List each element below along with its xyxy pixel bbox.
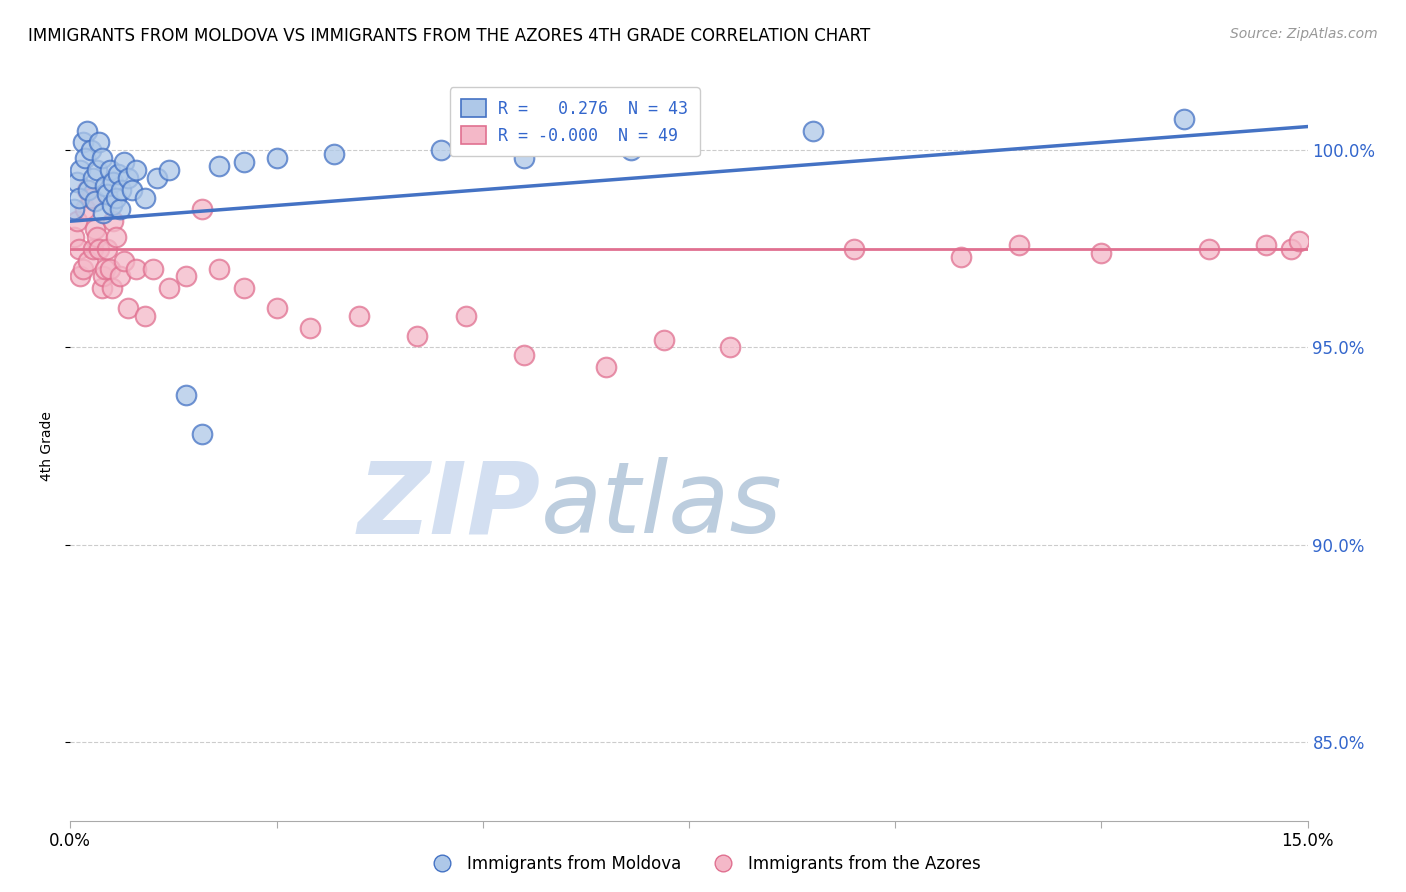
Point <box>595 360 617 375</box>
Point <box>950 250 973 264</box>
Point <box>98 163 121 178</box>
Point <box>82 170 104 185</box>
Point <box>430 143 453 157</box>
Point <box>107 167 129 181</box>
Point <box>89 242 111 256</box>
Point <box>134 190 156 204</box>
Point <box>77 183 100 197</box>
Point <box>69 163 91 178</box>
Point <box>718 340 741 354</box>
Point <box>69 269 91 284</box>
Point <box>96 242 118 256</box>
Point <box>110 183 132 197</box>
Point <box>98 261 121 276</box>
Point <box>104 190 127 204</box>
Point <box>82 242 104 256</box>
Point <box>146 170 169 185</box>
Point <box>125 261 148 276</box>
Point <box>1008 238 1031 252</box>
Point <box>232 281 254 295</box>
Text: atlas: atlas <box>540 458 782 555</box>
Point <box>323 147 346 161</box>
Point <box>112 155 135 169</box>
Point <box>75 151 97 165</box>
Point <box>75 202 97 217</box>
Point <box>63 230 86 244</box>
Point <box>405 328 427 343</box>
Point <box>456 309 478 323</box>
Point <box>208 261 231 276</box>
Point <box>91 206 114 220</box>
Point <box>513 348 536 362</box>
Point <box>80 190 103 204</box>
Point <box>63 202 86 217</box>
Point <box>1198 242 1220 256</box>
Point <box>191 427 214 442</box>
Text: Source: ZipAtlas.com: Source: ZipAtlas.com <box>1230 27 1378 41</box>
Point <box>801 123 824 137</box>
Point <box>84 194 107 209</box>
Legend: R =   0.276  N = 43, R = -0.000  N = 49: R = 0.276 N = 43, R = -0.000 N = 49 <box>450 87 700 156</box>
Point <box>620 143 643 157</box>
Point <box>72 136 94 150</box>
Point <box>1279 242 1302 256</box>
Point <box>91 269 114 284</box>
Point <box>157 281 180 295</box>
Point <box>94 178 117 193</box>
Point <box>298 320 321 334</box>
Text: IMMIGRANTS FROM MOLDOVA VS IMMIGRANTS FROM THE AZORES 4TH GRADE CORRELATION CHAR: IMMIGRANTS FROM MOLDOVA VS IMMIGRANTS FR… <box>28 27 870 45</box>
Point <box>208 159 231 173</box>
Legend: Immigrants from Moldova, Immigrants from the Azores: Immigrants from Moldova, Immigrants from… <box>419 848 987 880</box>
Point <box>678 136 700 150</box>
Point <box>67 242 90 256</box>
Point <box>112 253 135 268</box>
Point <box>157 163 180 178</box>
Point <box>142 261 165 276</box>
Point <box>1288 234 1310 248</box>
Point <box>842 242 865 256</box>
Point <box>232 155 254 169</box>
Point <box>121 183 143 197</box>
Point <box>103 175 125 189</box>
Point <box>84 222 107 236</box>
Point <box>96 186 118 201</box>
Point <box>652 333 675 347</box>
Point <box>67 190 90 204</box>
Point <box>76 183 98 197</box>
Point <box>86 163 108 178</box>
Point <box>100 281 122 295</box>
Point <box>125 163 148 178</box>
Point <box>174 388 197 402</box>
Point <box>1090 245 1112 260</box>
Point <box>104 230 127 244</box>
Point <box>134 309 156 323</box>
Y-axis label: 4th Grade: 4th Grade <box>39 411 53 481</box>
Point <box>266 151 288 165</box>
Point <box>108 202 131 217</box>
Point <box>174 269 197 284</box>
Point <box>1256 238 1278 252</box>
Point <box>94 261 117 276</box>
Point <box>76 123 98 137</box>
Point <box>103 214 125 228</box>
Point <box>80 143 103 157</box>
Point <box>66 214 89 228</box>
Point <box>90 151 112 165</box>
Point <box>90 281 112 295</box>
Text: ZIP: ZIP <box>357 458 540 555</box>
Point <box>513 151 536 165</box>
Point <box>266 301 288 315</box>
Point <box>117 170 139 185</box>
Point <box>100 198 122 212</box>
Point <box>1173 112 1195 126</box>
Point <box>72 261 94 276</box>
Point <box>117 301 139 315</box>
Point <box>108 269 131 284</box>
Point <box>66 175 89 189</box>
Point <box>191 202 214 217</box>
Point <box>347 309 370 323</box>
Point <box>89 136 111 150</box>
Point <box>77 253 100 268</box>
Point <box>86 230 108 244</box>
